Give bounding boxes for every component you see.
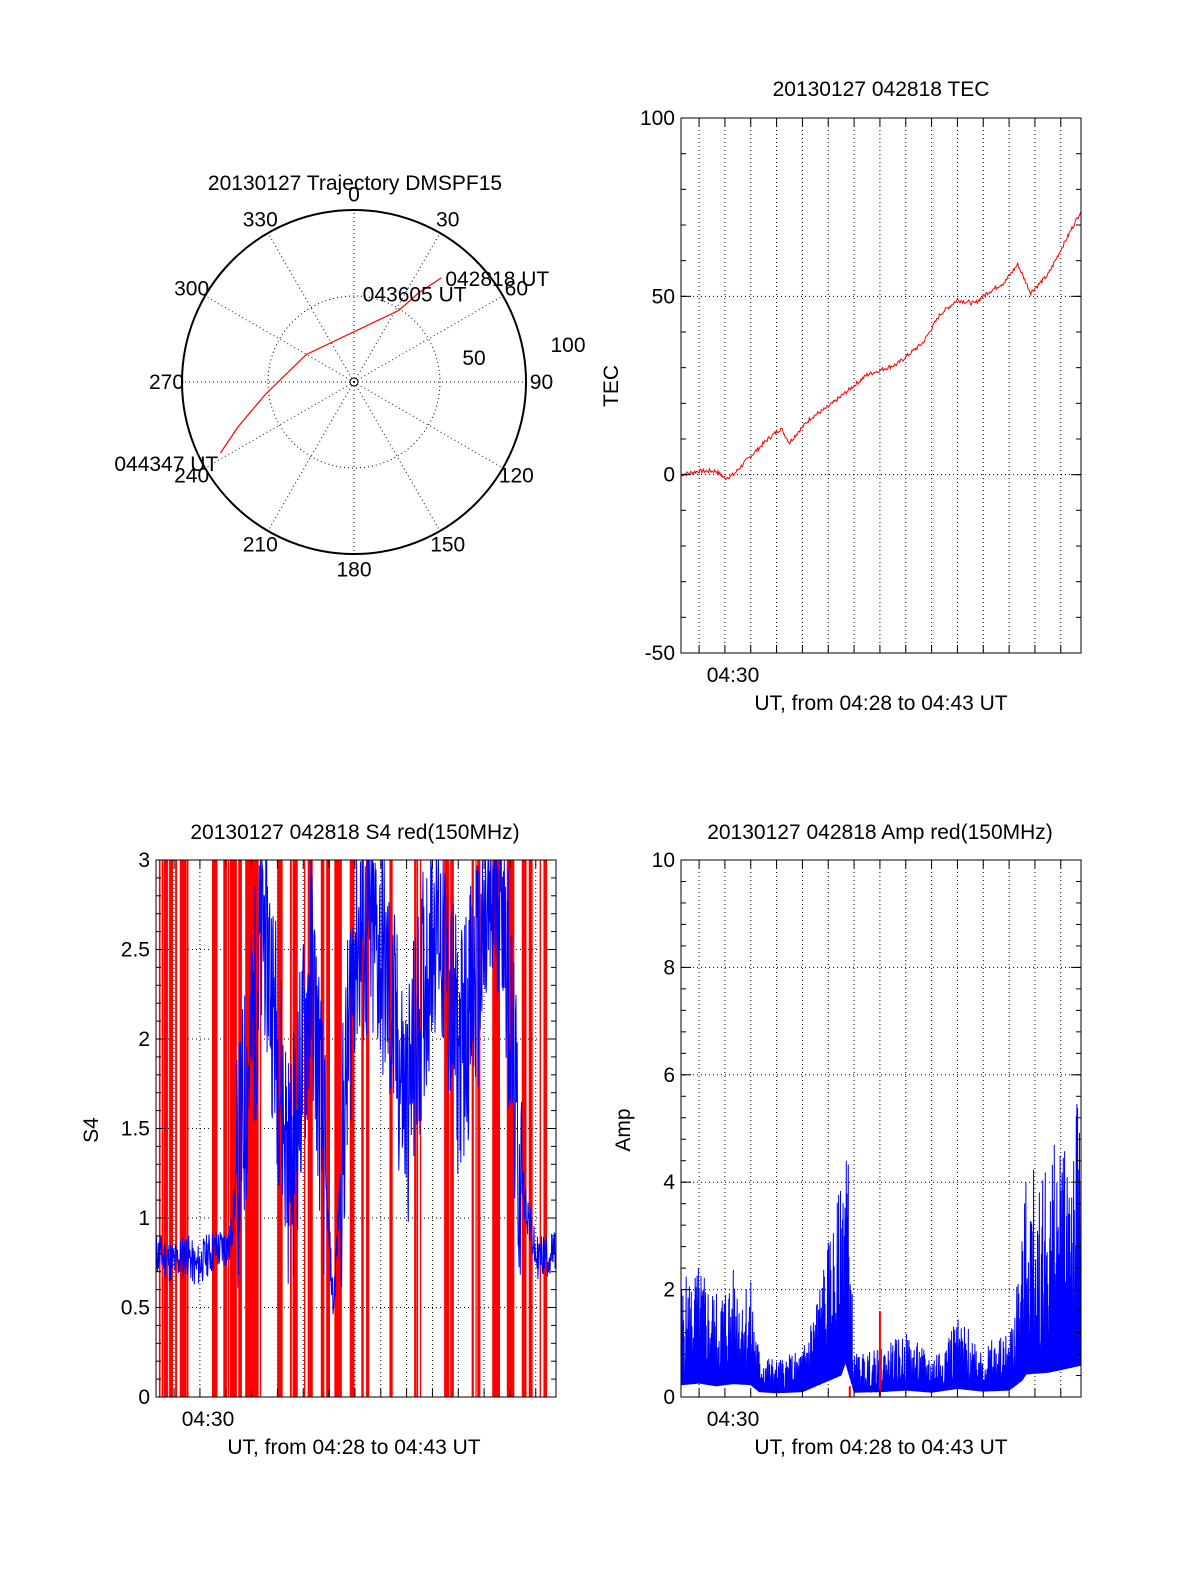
amp-y-axis-label: Amp xyxy=(612,1108,635,1151)
y-tick-label: 2 xyxy=(138,1028,150,1051)
polar-spoke xyxy=(353,381,504,469)
polar-radial-label: 50 xyxy=(462,347,485,370)
tec-plot-frame xyxy=(680,117,1082,654)
polar-angle-label: 180 xyxy=(336,558,371,581)
amp-series xyxy=(680,1103,1082,1397)
polar-angle-label: 150 xyxy=(430,533,465,556)
polar-spoke xyxy=(267,232,355,383)
tec-x-tick-label: 04:30 xyxy=(707,664,760,687)
amp-x-axis-label: UT, from 04:28 to 04:43 UT xyxy=(754,1436,1007,1459)
tec-grid xyxy=(681,118,1081,653)
polar-spoke xyxy=(353,381,441,532)
tec-panel: 20130127 042818 TEC -50 0 50 100 04:30 UT, … xyxy=(600,78,1082,715)
amp-plot-frame xyxy=(680,859,1082,1398)
y-tick-label: 1 xyxy=(138,1207,150,1230)
polar-angle-label: 210 xyxy=(243,533,278,556)
polar-outer-circle xyxy=(181,209,527,555)
trajectory-title: 20130127 Trajectory DMSPF15 xyxy=(208,172,502,195)
y-tick-label: 2 xyxy=(663,1279,675,1302)
tec-series xyxy=(680,212,1082,481)
polar-spoke xyxy=(353,232,441,383)
y-tick-label: 10 xyxy=(652,849,675,872)
polar-angle-label: 0 xyxy=(348,184,360,207)
s4-blue-line xyxy=(155,859,557,1315)
trajectory-annotation: 042818 UT xyxy=(445,268,549,291)
y-tick-label: 2.5 xyxy=(121,939,150,962)
y-tick-label: 1.5 xyxy=(121,1118,150,1141)
amp-x-tick-label: 04:30 xyxy=(707,1408,760,1431)
s4-x-axis-label: UT, from 04:28 to 04:43 UT xyxy=(227,1436,480,1459)
tec-ticks: -50 0 50 100 xyxy=(640,107,1081,665)
y-tick-label: 4 xyxy=(663,1171,675,1194)
polar-radial-label: 100 xyxy=(550,334,585,357)
s4-y-axis-label: S4 xyxy=(80,1117,103,1143)
y-tick-label: 50 xyxy=(652,285,675,308)
polar-angle-label: 300 xyxy=(174,277,209,300)
polar-angle-label: 120 xyxy=(499,465,534,488)
y-tick-label: 0 xyxy=(138,1386,150,1409)
tec-y-axis-label: TEC xyxy=(600,365,623,407)
polar-spoke xyxy=(267,381,355,532)
s4-panel: 20130127 042818 S4 red(150MHz) 0 0.5 1 1.5 2… xyxy=(80,821,557,1459)
y-tick-label: 0 xyxy=(663,464,675,487)
s4-title: 20130127 042818 S4 red(150MHz) xyxy=(190,821,519,844)
polar-angle-label: 30 xyxy=(436,209,459,232)
tec-line xyxy=(680,212,1082,481)
polar-angle-label: 240 xyxy=(174,465,209,488)
polar-angle-label: 270 xyxy=(149,371,184,394)
polar-spoke xyxy=(204,295,355,383)
y-tick-label: -50 xyxy=(645,642,675,665)
amp-ticks: 0 2 4 6 8 10 xyxy=(652,849,1081,1409)
s4-x-tick-label: 04:30 xyxy=(182,1408,235,1431)
s4-series xyxy=(155,859,557,1397)
y-tick-label: 100 xyxy=(640,107,675,130)
tec-title: 20130127 042818 TEC xyxy=(773,78,990,101)
y-tick-label: 6 xyxy=(663,1064,675,1087)
amp-grid xyxy=(681,860,1081,1397)
trajectory-annotation: 044347 UT xyxy=(114,453,218,476)
s4-ticks: 0 0.5 1 1.5 2 2.5 3 xyxy=(121,849,556,1409)
tec-x-axis-label: UT, from 04:28 to 04:43 UT xyxy=(754,692,1007,715)
amp-panel: 20130127 042818 Amp red(150MHz) 0246810 … xyxy=(612,821,1082,1459)
y-tick-label: 0.5 xyxy=(121,1297,150,1320)
polar-angle-label: 330 xyxy=(243,209,278,232)
amp-title: 20130127 042818 Amp red(150MHz) xyxy=(707,821,1053,844)
polar-inner-circle xyxy=(267,295,441,469)
polar-angle-label: 60 xyxy=(505,277,528,300)
polar-grid xyxy=(181,209,527,555)
trajectory-series xyxy=(219,277,442,454)
y-tick-label: 0 xyxy=(663,1386,675,1409)
polar-angle-label: 90 xyxy=(530,371,553,394)
y-tick-label: 8 xyxy=(663,956,675,979)
trajectory-annotation: 043605 UT xyxy=(363,284,467,307)
polar-spoke xyxy=(204,381,355,469)
polar-labels: 0 30 60 90 120 150 180 210 240 270 300 330 50 100 0428… xyxy=(114,184,585,582)
trajectory-panel: 20130127 Trajectory DMSPF15 0 30 60 90 120 15… xyxy=(114,172,585,581)
polar-spoke xyxy=(353,295,504,383)
y-tick-label: 3 xyxy=(138,849,150,872)
trajectory-line xyxy=(219,277,442,454)
